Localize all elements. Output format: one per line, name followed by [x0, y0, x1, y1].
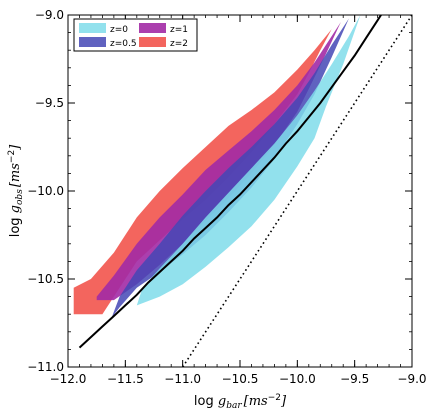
- legend-label: z=0: [110, 25, 128, 35]
- y-tick-label: −11.0: [27, 360, 64, 374]
- solid-relation-line: [78, 15, 382, 349]
- y-tick-label: −9.0: [35, 8, 64, 22]
- legend-swatch: [139, 37, 166, 47]
- axis-ticks: −12.0 −11.5 −11.0 −10.5 −10.0 −9.5 −9.0 −11.0 −1…: [27, 8, 426, 386]
- legend-label: z=1: [170, 25, 188, 35]
- legend-label: z=0.5: [110, 39, 137, 49]
- legend-swatch: [79, 37, 106, 47]
- x-tick-label: −10.0: [279, 372, 316, 386]
- legend-swatch: [79, 23, 106, 33]
- density-bands: [73, 15, 361, 318]
- legend: z=0 z=1 z=0.5 z=2: [73, 18, 198, 52]
- band-z-1: [96, 22, 341, 301]
- x-tick-label: −11.5: [107, 372, 144, 386]
- legend-label: z=2: [170, 39, 188, 49]
- band-z-0-5: [111, 18, 349, 318]
- x-tick-label: −9.0: [397, 372, 426, 386]
- x-axis-label: log gbar [ms−2]: [194, 393, 287, 411]
- x-tick-label: −10.5: [222, 372, 259, 386]
- legend-swatch: [139, 23, 166, 33]
- x-tick-label: −11.0: [164, 372, 201, 386]
- y-tick-label: −9.5: [35, 96, 64, 110]
- band-z-0: [136, 15, 361, 306]
- y-tick-label: −10.5: [27, 272, 64, 286]
- x-tick-label: −12.0: [50, 372, 87, 386]
- x-tick-label: −9.5: [340, 372, 369, 386]
- y-tick-label: −10.0: [27, 184, 64, 198]
- y-axis-label: log gobs[ms−2]: [7, 144, 25, 237]
- dotted-one-to-one-line: [182, 15, 412, 367]
- relation-lines: [78, 15, 412, 367]
